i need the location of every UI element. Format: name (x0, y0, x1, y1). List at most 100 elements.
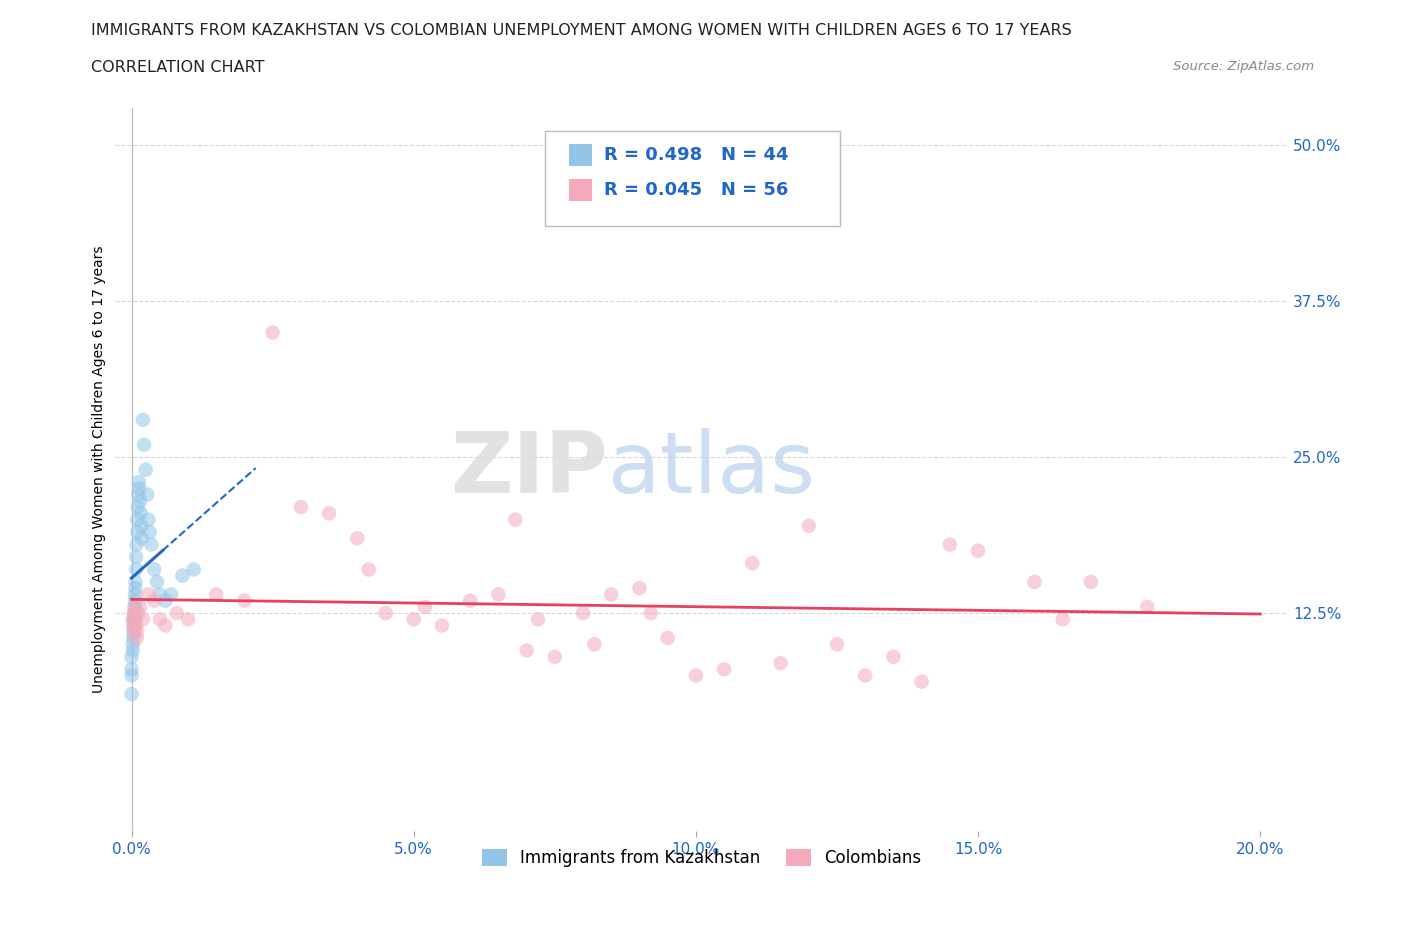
Point (290, 499, 312, 514)
Point (124, 612, 146, 627)
Point (544, 649, 567, 664)
Text: CORRELATION CHART: CORRELATION CHART (91, 60, 264, 75)
Point (486, 587, 509, 602)
Point (685, 668, 707, 683)
Point (124, 593, 146, 608)
Point (132, 412, 155, 427)
Point (910, 674, 932, 689)
Point (1052, 612, 1074, 627)
Point (138, 512, 160, 527)
Point (125, 618, 148, 633)
Point (125, 550, 148, 565)
Point (583, 637, 606, 652)
Point (124, 605, 146, 620)
Point (172, 568, 194, 583)
Point (166, 605, 188, 620)
Point (516, 643, 538, 658)
Point (882, 649, 904, 664)
Point (129, 506, 152, 521)
Point (797, 518, 820, 533)
Point (132, 612, 155, 627)
Point (129, 494, 152, 509)
Point (527, 612, 550, 627)
Point (628, 580, 651, 595)
Point (141, 537, 163, 551)
Point (374, 605, 396, 620)
Point (125, 562, 148, 577)
Point (132, 437, 155, 452)
Point (125, 537, 148, 551)
Point (262, 326, 284, 340)
Point (124, 575, 146, 590)
Point (121, 612, 143, 627)
Point (160, 587, 183, 602)
Point (146, 575, 169, 590)
Text: ZIP: ZIP (450, 428, 607, 512)
Point (600, 587, 623, 602)
Point (125, 631, 148, 645)
Point (155, 618, 177, 633)
Point (127, 605, 149, 620)
Point (129, 600, 152, 615)
Point (143, 593, 166, 608)
Point (124, 612, 146, 627)
Point (713, 662, 735, 677)
Point (177, 612, 200, 627)
Point (939, 537, 962, 551)
FancyBboxPatch shape (569, 179, 592, 201)
Point (357, 562, 380, 577)
Point (128, 474, 150, 489)
Point (121, 668, 143, 683)
Point (127, 624, 149, 639)
Point (233, 593, 256, 608)
Point (1136, 600, 1159, 615)
Point (1080, 575, 1102, 590)
Point (122, 612, 145, 627)
Point (127, 499, 149, 514)
Point (149, 587, 172, 602)
Point (121, 686, 143, 701)
Point (138, 525, 160, 539)
Point (640, 605, 662, 620)
Text: atlas: atlas (607, 428, 815, 512)
Point (124, 600, 146, 615)
Point (402, 612, 425, 627)
Point (825, 637, 848, 652)
Point (741, 556, 763, 571)
Point (149, 612, 172, 627)
Point (121, 637, 143, 652)
Y-axis label: Unemployment Among Women with Children Ages 6 to 17 years: Unemployment Among Women with Children A… (93, 246, 107, 694)
Point (657, 631, 679, 645)
Point (136, 487, 159, 502)
Point (124, 624, 146, 639)
Point (413, 600, 436, 615)
Point (205, 587, 228, 602)
Point (318, 506, 340, 521)
Point (143, 562, 166, 577)
Point (127, 487, 149, 502)
Point (1024, 575, 1046, 590)
Point (122, 605, 145, 620)
Point (128, 481, 150, 496)
Point (121, 643, 143, 658)
Point (155, 593, 177, 608)
Point (124, 600, 146, 615)
Legend: Immigrants from Kazakhstan, Colombians: Immigrants from Kazakhstan, Colombians (475, 843, 928, 873)
Point (505, 512, 527, 527)
Point (346, 531, 368, 546)
Point (122, 618, 145, 633)
Text: IMMIGRANTS FROM KAZAKHSTAN VS COLOMBIAN UNEMPLOYMENT AMONG WOMEN WITH CHILDREN A: IMMIGRANTS FROM KAZAKHSTAN VS COLOMBIAN … (91, 23, 1073, 38)
Point (135, 462, 157, 477)
Text: Source: ZipAtlas.com: Source: ZipAtlas.com (1174, 60, 1315, 73)
Point (124, 587, 146, 602)
Point (138, 587, 160, 602)
Point (121, 662, 143, 677)
Point (129, 518, 152, 533)
Point (127, 525, 149, 539)
Point (458, 593, 481, 608)
Point (967, 543, 990, 558)
Text: R = 0.045   N = 56: R = 0.045 N = 56 (605, 180, 789, 199)
FancyBboxPatch shape (546, 131, 839, 226)
Point (127, 512, 149, 527)
FancyBboxPatch shape (569, 144, 592, 166)
